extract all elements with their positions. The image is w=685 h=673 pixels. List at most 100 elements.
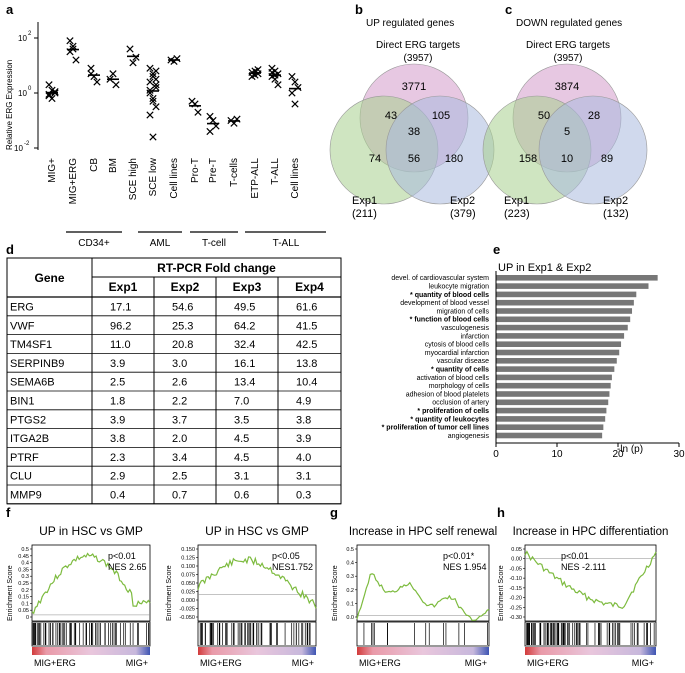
gsea-curve xyxy=(524,550,657,609)
d-gene-cell: PTRF xyxy=(10,452,39,464)
d-value-cell: 0.4 xyxy=(110,490,125,502)
gsea-ytick: 0.025 xyxy=(181,590,195,596)
b-right-only: 180 xyxy=(445,153,463,165)
gsea-ytick: 0.05 xyxy=(18,608,29,614)
e-category-label: infarction xyxy=(461,333,490,340)
a-xtick-label: MIG+ERG xyxy=(68,158,79,205)
gsea-title: UP in HSC vs GMP xyxy=(39,524,143,538)
d-value-cell: 96.2 xyxy=(110,320,131,332)
e-bar xyxy=(496,424,604,430)
a-point xyxy=(149,94,157,103)
gsea-ylabel: Enrichment Score xyxy=(7,565,14,621)
gsea-ytick: 0.075 xyxy=(181,573,195,579)
a-point xyxy=(112,81,120,89)
gsea-pvalue: p<0.01 xyxy=(108,551,136,561)
d-gene-cell: ERG xyxy=(10,302,34,314)
d-value-cell: 3.1 xyxy=(234,471,249,483)
gsea-ytick: 0.100 xyxy=(181,564,195,570)
c-circle-exp2 xyxy=(538,95,648,205)
d-value-cell: 13.8 xyxy=(296,358,317,370)
e-bar xyxy=(496,374,612,381)
d-gene-cell: VWF xyxy=(10,320,35,332)
c-center: 5 xyxy=(564,126,570,138)
d-gene-header: Gene xyxy=(34,271,64,285)
gsea-title: Increase in HPC differentiation xyxy=(513,526,669,538)
e-bar xyxy=(496,308,633,314)
a-xtick-label: CB xyxy=(89,158,100,172)
gsea-ytick: -0.30 xyxy=(509,615,522,621)
a-xtick-label: Cell lines xyxy=(169,158,180,199)
c-exp2-total: (132) xyxy=(603,208,629,220)
gsea-left-label: MIG+ERG xyxy=(527,658,569,668)
gsea-rank-bar xyxy=(32,647,150,655)
c-top-total: (3957) xyxy=(554,53,583,64)
a-group-tall: T-ALL xyxy=(273,238,300,249)
gsea-ytick: 0.150 xyxy=(181,547,195,553)
a-point xyxy=(194,108,202,116)
gsea-g: Increase in HPC self renewal Enrichment S… xyxy=(332,526,497,668)
a-point xyxy=(93,78,101,86)
panel-c: c DOWN regulated genes Direct ERG target… xyxy=(482,2,648,220)
e-title: UP in Exp1 & Exp2 xyxy=(498,262,591,274)
d-gene-cell: TM4SF1 xyxy=(10,339,52,351)
gsea-ytick: 0.1 xyxy=(346,601,354,607)
a-point xyxy=(51,88,59,96)
panel-h: h xyxy=(497,505,505,520)
gsea-ytick: 0.125 xyxy=(181,556,195,562)
gsea-curve xyxy=(31,552,151,615)
d-gene-cell: CLU xyxy=(10,471,32,483)
e-bar xyxy=(496,341,622,347)
a-xtick-labels: MIG+ MIG+ERG CB BM SCE high SCE low Cell lines… xyxy=(47,157,301,204)
a-data-points xyxy=(45,37,302,141)
b-exp2-total: (379) xyxy=(450,208,476,220)
e-bar xyxy=(496,366,615,372)
d-col-header: Exp4 xyxy=(295,280,324,294)
gsea-curve xyxy=(356,573,490,621)
panel-label-f: f xyxy=(6,505,11,520)
gsea-right-label: MIG+ xyxy=(632,658,654,668)
d-value-cell: 3.9 xyxy=(110,414,125,426)
a-xtick-label: T-cells xyxy=(229,158,240,187)
d-value-cell: 4.0 xyxy=(296,452,311,464)
gsea-ytick: 0.5 xyxy=(346,547,354,553)
c-title: DOWN regulated genes xyxy=(516,18,622,29)
e-bar xyxy=(496,382,611,389)
e-category-label: * proliferation of tumor cell lines xyxy=(382,425,489,432)
a-point xyxy=(146,111,154,119)
panel-label-g: g xyxy=(330,505,338,520)
e-bar xyxy=(496,416,606,422)
a-point xyxy=(152,103,160,111)
panel-d: d Gene RT-PCR Fold change Exp1 Exp2 Exp3 Exp4… xyxy=(6,242,342,505)
gsea-left-label: MIG+ERG xyxy=(34,658,76,668)
panel-label-c: c xyxy=(505,2,512,17)
e-category-label: * function of blood cells xyxy=(410,317,489,324)
a-xtick-label: SCE low xyxy=(148,157,159,196)
d-value-cell: 3.4 xyxy=(172,452,187,464)
panel-f: f xyxy=(6,505,11,520)
e-bar-chart: devel. of cardiovascular system leukocyte… xyxy=(382,271,685,460)
gsea-ytick: -0.025 xyxy=(179,607,195,613)
panel-label-d: d xyxy=(6,242,14,257)
d-value-cell: 3.8 xyxy=(296,414,311,426)
a-point xyxy=(152,81,160,89)
e-xtick-label: 10 xyxy=(551,449,563,460)
a-point xyxy=(87,70,95,78)
d-value-cell: 3.9 xyxy=(110,358,125,370)
c-bottom: 10 xyxy=(561,153,573,165)
d-value-cell: 2.2 xyxy=(172,396,187,408)
b-top-total: (3957) xyxy=(404,53,433,64)
gsea-ylabel: Enrichment Score xyxy=(332,565,339,621)
a-point xyxy=(288,89,296,97)
d-gene-cell: BIN1 xyxy=(10,396,34,408)
a-ytick-base-1: 10 xyxy=(18,34,27,43)
e-category-label: morphology of cells xyxy=(429,383,490,390)
e-xlabel: -ln (p) xyxy=(617,444,643,455)
e-category-label: leukocyte migration xyxy=(429,284,489,291)
gsea-ytick: -0.25 xyxy=(509,605,522,611)
a-group-aml: AML xyxy=(150,238,171,249)
c-top-only: 3874 xyxy=(555,81,579,93)
d-value-cell: 2.5 xyxy=(172,471,187,483)
d-value-cell: 2.5 xyxy=(110,377,125,389)
e-category-label: occlusion of artery xyxy=(432,400,489,407)
e-bar xyxy=(496,358,617,364)
